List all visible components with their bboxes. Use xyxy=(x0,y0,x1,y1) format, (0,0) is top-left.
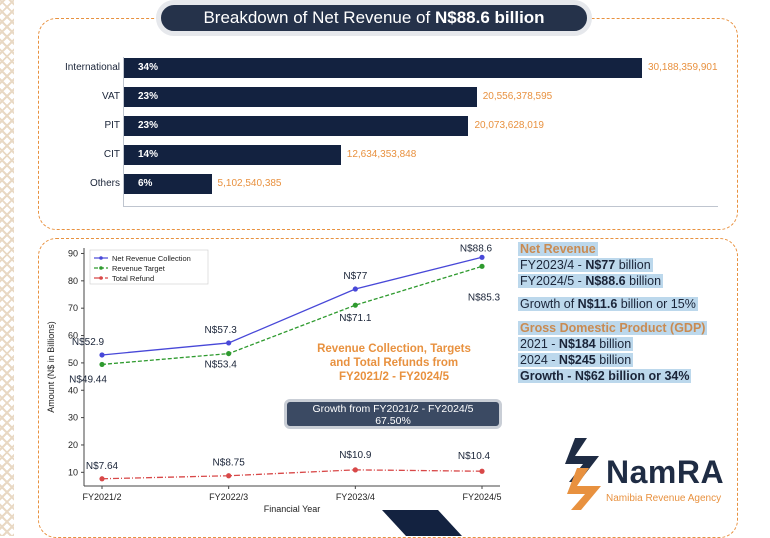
series-point-0 xyxy=(226,340,232,346)
net-revenue-line-1: FY2023/4 - N$77 billion xyxy=(518,258,653,272)
bar-label-vat: VAT xyxy=(102,91,120,102)
bar-pct-international: 34% xyxy=(138,62,159,73)
legend-label: Net Revenue Collection xyxy=(112,254,191,263)
x-tick-label: FY2023/4 xyxy=(336,492,375,502)
page-title: Breakdown of Net Revenue of N$88.6 billi… xyxy=(156,0,592,36)
x-tick-label: FY2022/3 xyxy=(209,492,248,502)
series-point-0 xyxy=(99,352,105,358)
y-axis-label: Amount (N$ in Billions) xyxy=(46,321,56,413)
bar-axis xyxy=(123,57,124,207)
annotation-line-1: Revenue Collection, Targets xyxy=(317,343,471,355)
series-point-1 xyxy=(352,302,358,308)
data-label: N$85.3 xyxy=(468,292,501,303)
legend-marker xyxy=(99,256,103,260)
data-label: N$10.4 xyxy=(458,451,491,462)
bar-pct-cit: 14% xyxy=(138,149,159,160)
gdp-heading: Gross Domestic Product (GDP) xyxy=(518,321,708,335)
x-tick-label: FY2024/5 xyxy=(462,492,501,502)
net-revenue-line-2: FY2024/5 - N$88.6 billion xyxy=(518,274,664,288)
gdp-line-2: 2024 - N$245 billion xyxy=(518,353,634,367)
revenue-line-chart: 10 20 30 40 50 60 70 80 90 FY2021/2 FY2022/3 FY2023… xyxy=(46,243,502,512)
series-point-1 xyxy=(226,350,232,357)
bar-label-cit: CIT xyxy=(103,149,120,160)
series-point-2 xyxy=(479,468,485,474)
y-tick-label: 10 xyxy=(68,467,78,477)
namra-logo-icon xyxy=(565,438,601,510)
decorative-border xyxy=(0,0,14,536)
y-tick-label: 90 xyxy=(68,248,78,258)
bar-pit xyxy=(124,116,469,136)
series-point-1 xyxy=(479,263,485,269)
bar-value-international: 30,188,359,901 xyxy=(648,62,718,73)
bar-value-vat: 20,556,378,595 xyxy=(482,91,553,102)
bar-label-international: International xyxy=(64,62,120,73)
series-point-0 xyxy=(479,254,485,260)
gdp-line-1: 2021 - N$184 billion xyxy=(518,337,634,351)
series-point-1 xyxy=(99,361,105,368)
growth-box: Growth from FY2021/2 - FY2024/5 67.50% xyxy=(284,399,502,429)
bar-label-others: Others xyxy=(89,178,120,189)
y-tick-label: 60 xyxy=(68,331,78,341)
net-revenue-heading: Net Revenue xyxy=(518,242,598,256)
series-line-1 xyxy=(101,265,483,366)
bar-others xyxy=(124,174,212,194)
legend-marker xyxy=(99,276,103,280)
bar-cit xyxy=(124,145,341,165)
data-label: N$8.75 xyxy=(213,458,246,469)
y-tick-label: 30 xyxy=(68,413,78,423)
series-point-2 xyxy=(352,467,358,473)
legend-marker xyxy=(99,266,103,270)
y-tick-label: 50 xyxy=(68,358,78,368)
data-label: N$71.1 xyxy=(339,313,372,324)
x-axis-label: Financial Year xyxy=(264,504,321,512)
bar-pct-others: 6% xyxy=(138,178,153,189)
bar-value-pit: 20,073,628,019 xyxy=(474,120,544,131)
data-label: N$49.44 xyxy=(69,374,107,385)
data-label: N$88.6 xyxy=(460,243,493,254)
series-point-0 xyxy=(352,286,358,292)
bar-pct-vat: 23% xyxy=(138,91,159,102)
x-tick-label: FY2021/2 xyxy=(82,492,121,502)
annotation-line-3: FY2021/2 - FY2024/5 xyxy=(339,371,449,383)
y-tick-label: 40 xyxy=(68,385,78,395)
bar-label-pit: PIT xyxy=(104,120,120,131)
bar-value-cit: 12,634,353,848 xyxy=(346,149,417,160)
legend-label: Total Refund xyxy=(112,274,154,283)
series-line-0 xyxy=(101,256,483,356)
series-point-2 xyxy=(226,473,232,479)
bar-vat xyxy=(124,87,477,107)
logo-name: NamRA xyxy=(606,454,725,490)
chart-annotation-title: Revenue Collection, Targets and Total Re… xyxy=(296,342,492,384)
legend-label: Revenue Target xyxy=(112,264,166,273)
gdp-growth: Growth - N$62 billion or 34% xyxy=(518,369,692,383)
data-label: N$57.3 xyxy=(205,325,238,336)
bar-baseline xyxy=(123,206,718,207)
bar-pct-pit: 23% xyxy=(138,120,159,131)
series-line-2 xyxy=(101,469,483,480)
data-label: N$53.4 xyxy=(205,360,238,371)
title-prefix: Breakdown of Net Revenue of xyxy=(203,8,435,27)
y-tick-label: 70 xyxy=(68,303,78,313)
y-tick-label: 80 xyxy=(68,276,78,286)
bar-value-others: 5,102,540,385 xyxy=(217,178,282,189)
series-point-2 xyxy=(99,476,105,482)
logo-subtitle: Namibia Revenue Agency xyxy=(606,493,722,504)
data-label: N$10.9 xyxy=(339,450,372,461)
bar-international xyxy=(124,58,642,78)
y-tick-label: 20 xyxy=(68,440,78,450)
growth-box-line1: Growth from FY2021/2 - FY2024/5 xyxy=(312,403,474,415)
title-bold: N$88.6 billion xyxy=(434,8,545,27)
data-label: N$7.64 xyxy=(86,461,119,472)
legend-box xyxy=(89,249,209,285)
data-label: N$77 xyxy=(343,271,367,282)
annotation-line-2: and Total Refunds from xyxy=(329,357,459,369)
data-label: N$52.9 xyxy=(72,337,105,348)
growth-box-line2: 67.50% xyxy=(375,415,411,427)
net-revenue-growth: Growth of N$11.6 billion or 15% xyxy=(518,297,698,311)
